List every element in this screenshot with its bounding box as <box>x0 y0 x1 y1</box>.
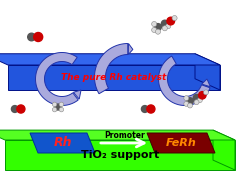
Circle shape <box>141 106 148 112</box>
Circle shape <box>199 91 206 99</box>
Circle shape <box>204 90 208 95</box>
Circle shape <box>152 27 157 33</box>
Circle shape <box>155 29 161 34</box>
Polygon shape <box>73 90 81 99</box>
Circle shape <box>184 101 189 106</box>
Circle shape <box>34 33 43 42</box>
Polygon shape <box>8 65 220 90</box>
Polygon shape <box>94 43 128 94</box>
Polygon shape <box>30 133 95 153</box>
Circle shape <box>167 17 175 25</box>
Polygon shape <box>159 56 210 105</box>
Circle shape <box>187 103 193 108</box>
Polygon shape <box>0 130 235 140</box>
Polygon shape <box>202 79 210 87</box>
Circle shape <box>193 94 200 101</box>
Text: TiO₂ support: TiO₂ support <box>81 150 159 160</box>
Polygon shape <box>0 54 220 65</box>
Circle shape <box>11 106 18 112</box>
Polygon shape <box>5 140 235 170</box>
Polygon shape <box>213 130 235 170</box>
Text: The pure Rh catalyst: The pure Rh catalyst <box>61 73 167 82</box>
Circle shape <box>154 24 161 30</box>
Circle shape <box>17 105 25 113</box>
Polygon shape <box>128 43 133 54</box>
Circle shape <box>59 107 64 112</box>
Circle shape <box>166 24 171 29</box>
Circle shape <box>52 107 57 112</box>
Circle shape <box>172 15 177 21</box>
Circle shape <box>147 105 155 113</box>
Circle shape <box>161 20 168 27</box>
Circle shape <box>55 104 61 110</box>
Circle shape <box>194 100 199 105</box>
Text: FeRh: FeRh <box>166 138 196 148</box>
Polygon shape <box>195 54 220 90</box>
Circle shape <box>52 102 57 107</box>
Circle shape <box>162 26 167 31</box>
Circle shape <box>184 96 189 101</box>
Polygon shape <box>147 133 215 153</box>
Circle shape <box>28 33 35 41</box>
Text: Rh: Rh <box>53 136 72 149</box>
Circle shape <box>59 102 64 107</box>
Text: Promoter: Promoter <box>105 132 145 140</box>
Circle shape <box>152 22 157 27</box>
Circle shape <box>187 98 193 104</box>
Polygon shape <box>36 53 78 105</box>
Circle shape <box>197 98 202 103</box>
